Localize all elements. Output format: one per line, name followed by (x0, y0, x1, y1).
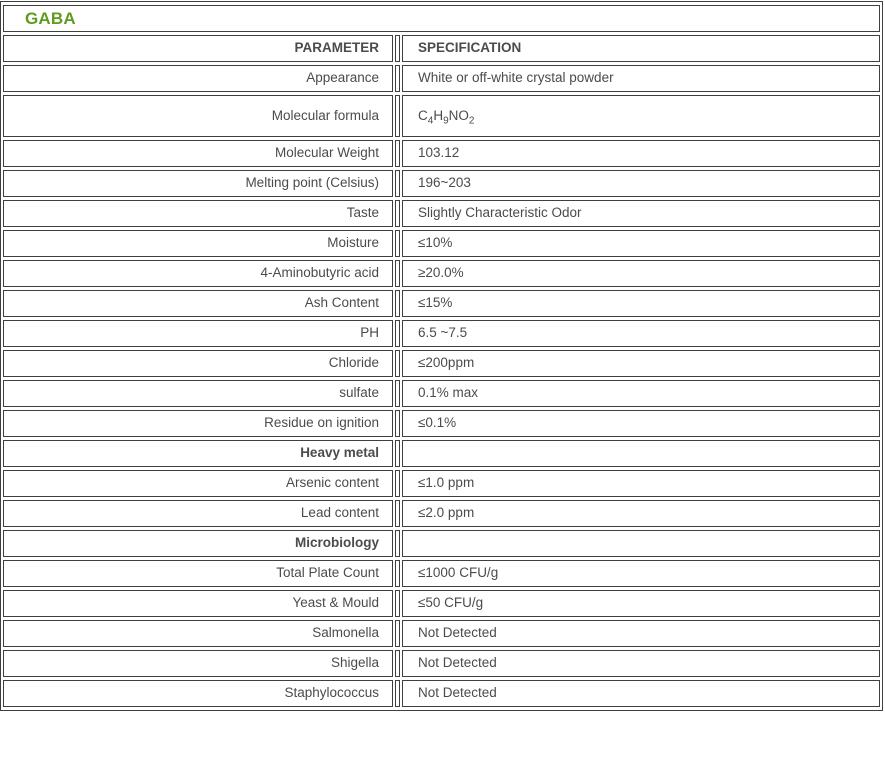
table-row: Yeast & Mould ≤50 CFU/g (3, 590, 881, 617)
specification-cell: ≤15% (402, 290, 881, 317)
table-row: Melting point (Celsius) 196~203 (3, 170, 881, 197)
gaba-spec-table: GABA PARAMETER SPECIFICATION Appearance W… (0, 1, 884, 711)
specification-cell (402, 440, 881, 467)
column-spacer (395, 560, 400, 587)
specification-cell: ≤2.0 ppm (402, 500, 881, 527)
parameter-cell: Salmonella (3, 620, 393, 647)
parameter-cell: Moisture (3, 230, 393, 257)
column-header-specification: SPECIFICATION (402, 35, 881, 62)
table-row: Heavy metal (3, 440, 881, 467)
parameter-cell: Shigella (3, 650, 393, 677)
table-row: Lead content ≤2.0 ppm (3, 500, 881, 527)
parameter-cell: Lead content (3, 500, 393, 527)
column-spacer (395, 470, 400, 497)
column-spacer (395, 170, 400, 197)
parameter-cell: sulfate (3, 380, 393, 407)
table-row: Residue on ignition ≤0.1% (3, 410, 881, 437)
column-spacer (395, 290, 400, 317)
specification-cell: C4H9NO2 (402, 95, 881, 137)
column-spacer (395, 440, 400, 467)
parameter-cell: Molecular Weight (3, 140, 393, 167)
parameter-cell: Total Plate Count (3, 560, 393, 587)
column-spacer (395, 500, 400, 527)
parameter-cell: Melting point (Celsius) (3, 170, 393, 197)
table-title-cell: GABA (3, 5, 881, 32)
specification-cell: Not Detected (402, 680, 881, 707)
specification-cell: ≤50 CFU/g (402, 590, 881, 617)
column-spacer (395, 380, 400, 407)
table-row: Shigella Not Detected (3, 650, 881, 677)
column-spacer (395, 230, 400, 257)
column-spacer (395, 530, 400, 557)
column-spacer (395, 620, 400, 647)
table-row: PH 6.5 ~7.5 (3, 320, 881, 347)
column-spacer (395, 200, 400, 227)
parameter-cell: Appearance (3, 65, 393, 92)
parameter-cell: 4-Aminobutyric acid (3, 260, 393, 287)
column-spacer (395, 650, 400, 677)
parameter-cell: PH (3, 320, 393, 347)
table-row: Appearance White or off-white crystal pow… (3, 65, 881, 92)
parameter-cell: Taste (3, 200, 393, 227)
parameter-cell: Chloride (3, 350, 393, 377)
table-row: 4-Aminobutyric acid ≥20.0% (3, 260, 881, 287)
column-spacer (395, 260, 400, 287)
specification-cell: Not Detected (402, 620, 881, 647)
header-row: PARAMETER SPECIFICATION (3, 35, 881, 62)
column-spacer (395, 140, 400, 167)
column-spacer (395, 410, 400, 437)
parameter-cell: Heavy metal (3, 440, 393, 467)
column-spacer (395, 680, 400, 707)
specification-cell: 103.12 (402, 140, 881, 167)
table-row: Total Plate Count ≤1000 CFU/g (3, 560, 881, 587)
table-row: Chloride ≤200ppm (3, 350, 881, 377)
specification-cell: ≤0.1% (402, 410, 881, 437)
table-row: Molecular Weight 103.12 (3, 140, 881, 167)
table-row: Molecular formula C4H9NO2 (3, 95, 881, 137)
table-row: Staphylococcus Not Detected (3, 680, 881, 707)
parameter-cell: Ash Content (3, 290, 393, 317)
specification-cell: ≤1000 CFU/g (402, 560, 881, 587)
parameter-cell: Molecular formula (3, 95, 393, 137)
table-row: Microbiology (3, 530, 881, 557)
table-row: Moisture ≤10% (3, 230, 881, 257)
table-row: Salmonella Not Detected (3, 620, 881, 647)
specification-cell: 6.5 ~7.5 (402, 320, 881, 347)
table-row: Ash Content ≤15% (3, 290, 881, 317)
specification-cell: ≤10% (402, 230, 881, 257)
column-spacer (395, 350, 400, 377)
table-row: Taste Slightly Characteristic Odor (3, 200, 881, 227)
specification-cell: ≤200ppm (402, 350, 881, 377)
specification-cell: 196~203 (402, 170, 881, 197)
parameter-cell: Yeast & Mould (3, 590, 393, 617)
specification-cell: Slightly Characteristic Odor (402, 200, 881, 227)
parameter-cell: Arsenic content (3, 470, 393, 497)
specification-cell: Not Detected (402, 650, 881, 677)
column-spacer (395, 590, 400, 617)
table-row: Arsenic content ≤1.0 ppm (3, 470, 881, 497)
parameter-cell: Microbiology (3, 530, 393, 557)
column-spacer (395, 95, 400, 137)
specification-cell: 0.1% max (402, 380, 881, 407)
page-title: GABA (25, 8, 76, 28)
column-spacer (395, 35, 400, 62)
title-row: GABA (3, 5, 881, 32)
column-spacer (395, 65, 400, 92)
specification-cell: White or off-white crystal powder (402, 65, 881, 92)
specification-cell: ≥20.0% (402, 260, 881, 287)
column-header-parameter: PARAMETER (3, 35, 393, 62)
column-spacer (395, 320, 400, 347)
parameter-cell: Staphylococcus (3, 680, 393, 707)
table-row: sulfate 0.1% max (3, 380, 881, 407)
specification-cell: ≤1.0 ppm (402, 470, 881, 497)
parameter-cell: Residue on ignition (3, 410, 393, 437)
specification-cell (402, 530, 881, 557)
